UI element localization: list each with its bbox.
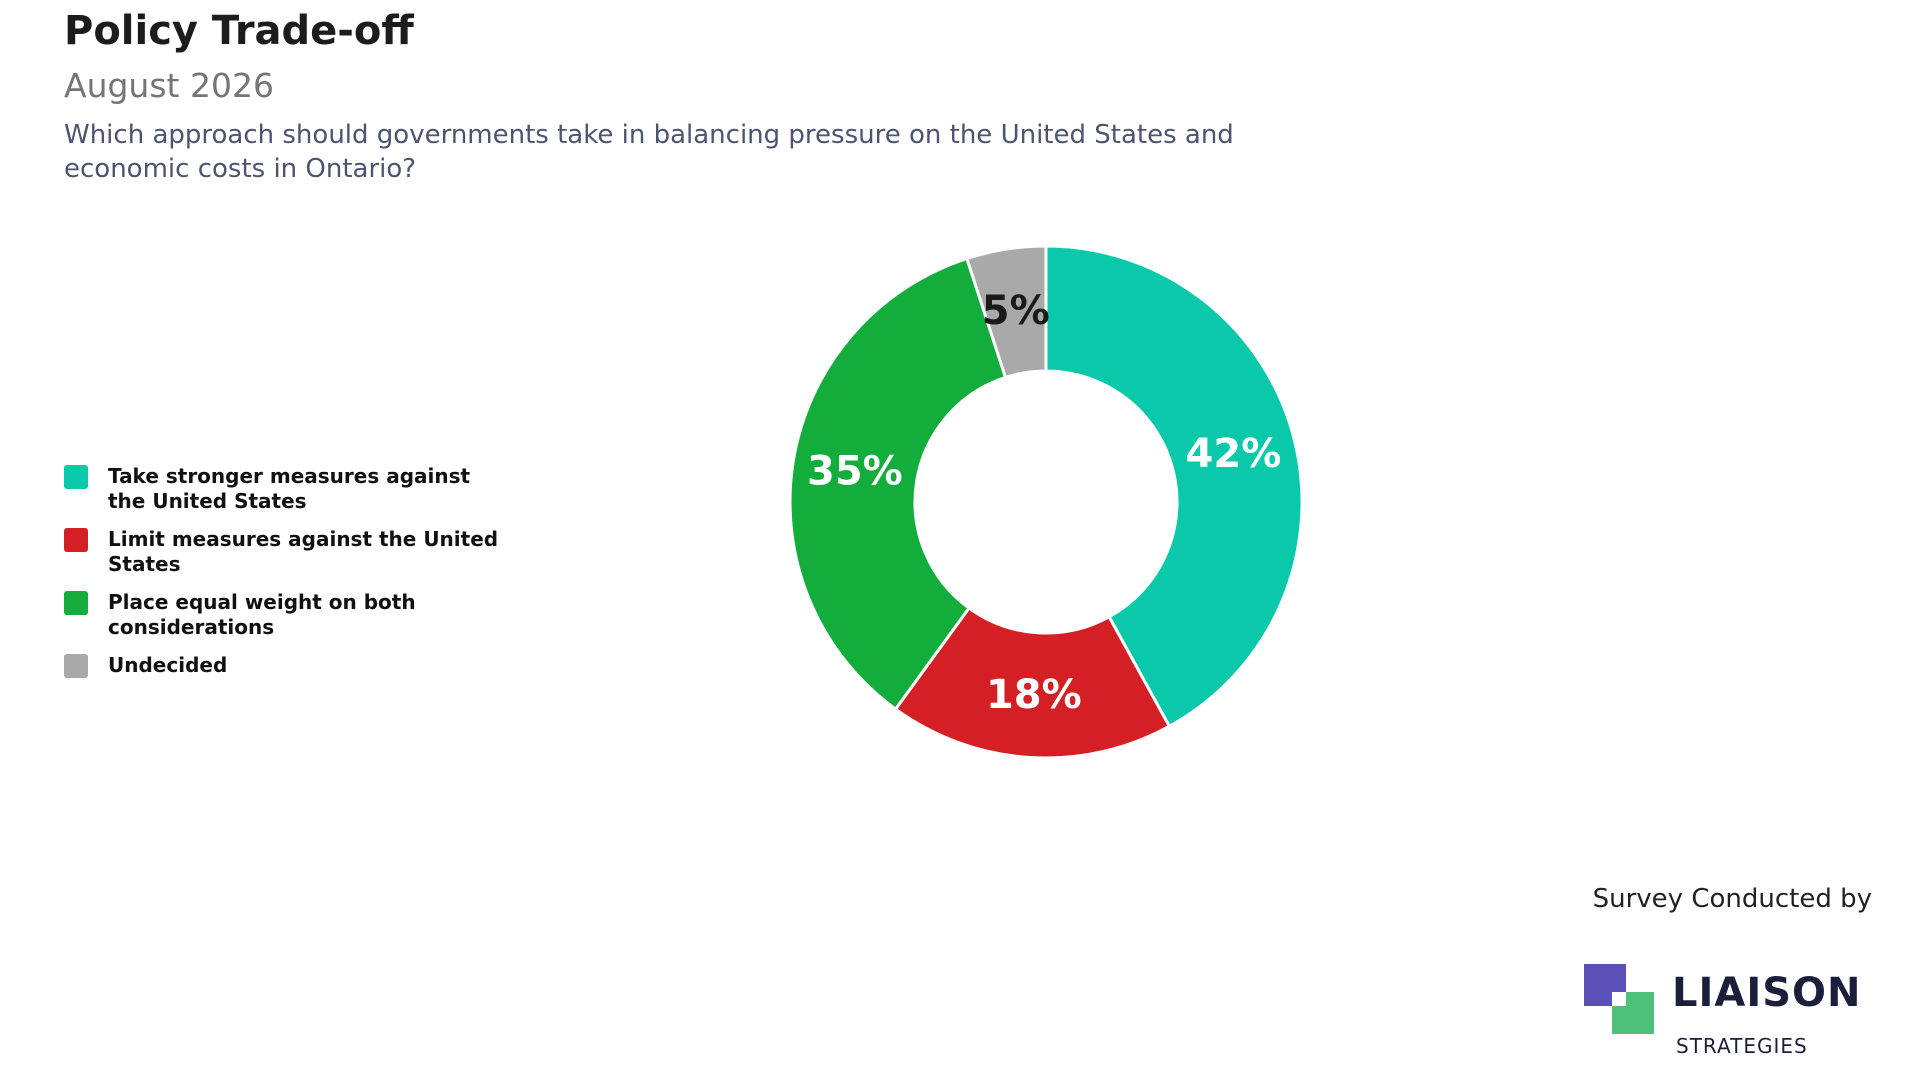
survey-credit: Survey Conducted by (1592, 884, 1872, 914)
donut-slice (893, 605, 1172, 760)
legend-label: Take stronger measures against the Unite… (108, 464, 471, 513)
legend-label: Place equal weight on both consideration… (108, 590, 416, 639)
survey-question: Which approach should governments take i… (64, 120, 1234, 184)
logo-name: LIAISON (1672, 970, 1862, 1016)
chart-title: Policy Trade-off (64, 8, 414, 54)
legend-item: Place equal weight on both consideration… (64, 590, 524, 640)
chart-subtitle: August 2026 (64, 66, 274, 105)
legend-item: Take stronger measures against the Unite… (64, 464, 524, 514)
donut-slice (965, 244, 1048, 380)
slice-data-label: 18% (986, 672, 1082, 718)
slice-data-label: 35% (807, 449, 903, 495)
logo-subtitle: STRATEGIES (1676, 1034, 1808, 1058)
legend-swatch (64, 528, 88, 552)
legend-item: Limit measures against the United States (64, 527, 524, 577)
slice-data-label: 42% (1186, 431, 1282, 477)
legend-swatch (64, 654, 88, 678)
liaison-logo: LIAISON STRATEGIES (1584, 964, 1884, 1064)
logo-square-gap (1612, 992, 1626, 1006)
legend: Take stronger measures against the Unite… (64, 464, 524, 691)
legend-label: Limit measures against the United States (108, 527, 499, 576)
slice-data-label: 5% (982, 288, 1050, 334)
donut-slice (788, 256, 1008, 712)
legend-swatch (64, 591, 88, 615)
legend-swatch (64, 465, 88, 489)
legend-label: Undecided (108, 653, 228, 677)
donut-slice (1044, 244, 1304, 729)
legend-item: Undecided (64, 653, 524, 678)
